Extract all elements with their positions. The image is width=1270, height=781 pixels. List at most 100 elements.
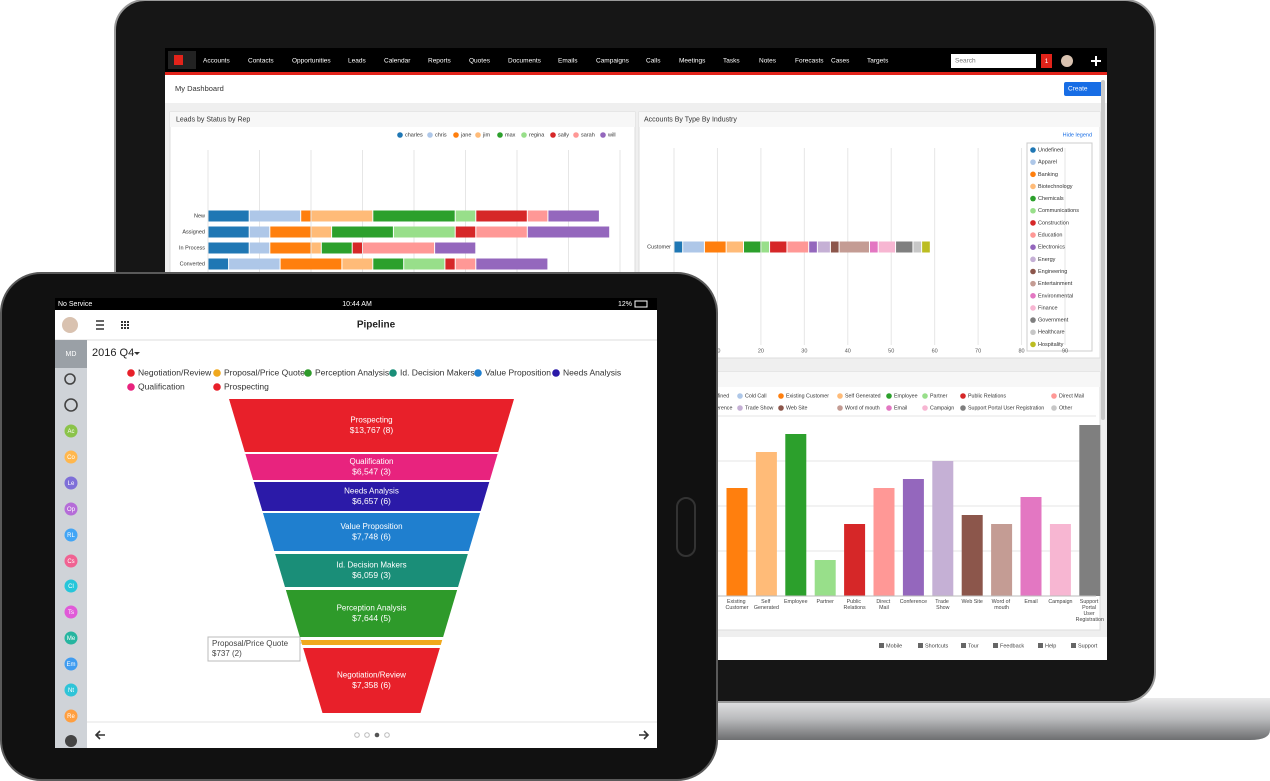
legend-label[interactable]: Public Relations (968, 393, 1006, 399)
legend-label[interactable]: Value Proposition (485, 367, 551, 377)
nav-item[interactable]: Meetings (679, 58, 706, 65)
nav-item[interactable]: Leads (348, 58, 366, 65)
legend-label[interactable]: charles (405, 132, 423, 138)
legend-label[interactable]: Government (1038, 318, 1069, 324)
legend-label[interactable]: Communications (1038, 208, 1079, 214)
nav-item[interactable]: Documents (508, 58, 542, 65)
legend-label[interactable]: Banking (1038, 172, 1058, 178)
legend-label[interactable]: Self Generated (845, 393, 881, 399)
home-button[interactable] (676, 497, 696, 557)
legend-label[interactable]: Id. Decision Makers (400, 367, 475, 377)
legend-label[interactable]: jim (482, 132, 490, 138)
legend-label[interactable]: Finance (1038, 305, 1058, 311)
module-icon[interactable] (64, 631, 78, 645)
legend-label[interactable]: Cold Call (745, 393, 767, 399)
module-icon[interactable] (64, 502, 78, 516)
funnel-segment[interactable] (253, 482, 490, 511)
period-selector[interactable]: 2016 Q4 (92, 347, 134, 359)
nav-item[interactable]: Contacts (248, 58, 274, 65)
module-icon[interactable] (64, 476, 78, 490)
legend-label[interactable]: Conference (705, 405, 732, 411)
legend-label[interactable]: Partner (930, 393, 948, 399)
legend-label[interactable]: Web Site (786, 405, 807, 411)
legend-label[interactable]: Trade Show (745, 405, 774, 411)
module-icon[interactable] (64, 424, 78, 438)
period-caret[interactable] (134, 352, 140, 355)
legend-label[interactable]: Campaign (930, 405, 954, 411)
legend-label[interactable]: Environmental (1038, 293, 1073, 299)
funnel-segment[interactable] (303, 648, 440, 713)
funnel-segment[interactable] (275, 554, 468, 587)
legend-label[interactable]: Qualification (138, 381, 185, 391)
funnel-segment[interactable] (285, 590, 458, 637)
legend-label[interactable]: max (505, 132, 516, 138)
legend-label[interactable]: regina (529, 132, 545, 138)
legend-label[interactable]: Employee (894, 393, 918, 399)
menu-icon[interactable] (96, 320, 104, 330)
nav-item[interactable]: Accounts (203, 58, 230, 65)
module-icon[interactable] (64, 528, 78, 542)
legend-label[interactable]: Perception Analysis (315, 367, 389, 377)
footer-link[interactable]: Shortcuts (925, 643, 948, 649)
legend-label[interactable]: Proposal/Price Quote (224, 367, 305, 377)
module-icon[interactable] (64, 554, 78, 568)
legend-label[interactable]: Engineering (1038, 269, 1067, 275)
nav-item[interactable]: Forecasts (795, 58, 824, 65)
legend-label[interactable]: Electronics (1038, 245, 1065, 251)
hide-legend[interactable]: Hide legend (1063, 132, 1092, 138)
prev-arrow[interactable] (94, 730, 105, 740)
legend-label[interactable]: Entertainment (1038, 281, 1073, 287)
legend-label[interactable]: Biotechnology (1038, 184, 1073, 190)
nav-item[interactable]: Calls (646, 58, 661, 65)
legend-label[interactable]: Healthcare (1038, 330, 1065, 336)
funnel-segment[interactable] (262, 513, 481, 551)
module-icon[interactable] (64, 683, 78, 697)
apps-icon[interactable] (121, 321, 129, 329)
legend-label[interactable]: Energy (1038, 257, 1056, 263)
user-avatar[interactable] (1061, 55, 1073, 67)
legend-label[interactable]: jane (460, 132, 471, 138)
funnel-segment[interactable] (245, 454, 498, 480)
legend-label[interactable]: Undefined (1038, 147, 1063, 153)
next-arrow[interactable] (639, 730, 650, 740)
footer-link[interactable]: Mobile (886, 643, 902, 649)
legend-label[interactable]: Email (894, 405, 907, 411)
legend-label[interactable]: Apparel (1038, 160, 1057, 166)
nav-item[interactable]: Targets (867, 58, 889, 65)
nav-item[interactable]: Notes (759, 58, 777, 65)
legend-label[interactable]: Other (1059, 405, 1072, 411)
module-icon[interactable] (64, 579, 78, 593)
funnel-segment[interactable] (300, 640, 443, 645)
legend-label[interactable]: chris (435, 132, 447, 138)
legend-label[interactable]: Chemicals (1038, 196, 1064, 202)
search-box[interactable] (951, 54, 1036, 68)
module-icon[interactable] (64, 450, 78, 464)
footer-link[interactable]: Help (1045, 643, 1056, 649)
search-icon[interactable] (64, 373, 76, 385)
module-icon[interactable] (64, 605, 78, 619)
nav-item[interactable]: Opportunities (292, 58, 331, 65)
legend-label[interactable]: Prospecting (224, 381, 269, 391)
legend-label[interactable]: Hospitality (1038, 342, 1064, 348)
nav-item[interactable]: Campaigns (596, 58, 630, 65)
notification-badge[interactable] (1041, 54, 1052, 68)
legend-label[interactable]: Word of mouth (845, 405, 880, 411)
footer-link[interactable]: Tour (968, 643, 979, 649)
nav-item[interactable]: Tasks (723, 58, 740, 65)
legend-label[interactable]: Negotiation/Review (138, 367, 212, 377)
nav-item[interactable]: Calendar (384, 58, 411, 65)
legend-label[interactable]: Construction (1038, 220, 1069, 226)
module-icon[interactable] (64, 657, 78, 671)
funnel-segment[interactable] (229, 399, 514, 452)
legend-label[interactable]: sarah (581, 132, 595, 138)
add-icon[interactable] (1091, 56, 1101, 66)
legend-label[interactable]: will (607, 132, 616, 138)
footer-link[interactable]: Feedback (1000, 643, 1024, 649)
nav-item[interactable]: Reports (428, 58, 452, 65)
scrollbar[interactable] (1101, 80, 1105, 420)
legend-label[interactable]: Existing Customer (786, 393, 829, 399)
legend-label[interactable]: Needs Analysis (563, 367, 621, 377)
legend-label[interactable]: sally (558, 132, 569, 138)
recent-icon[interactable] (64, 398, 78, 412)
nav-item[interactable]: Emails (558, 58, 578, 65)
